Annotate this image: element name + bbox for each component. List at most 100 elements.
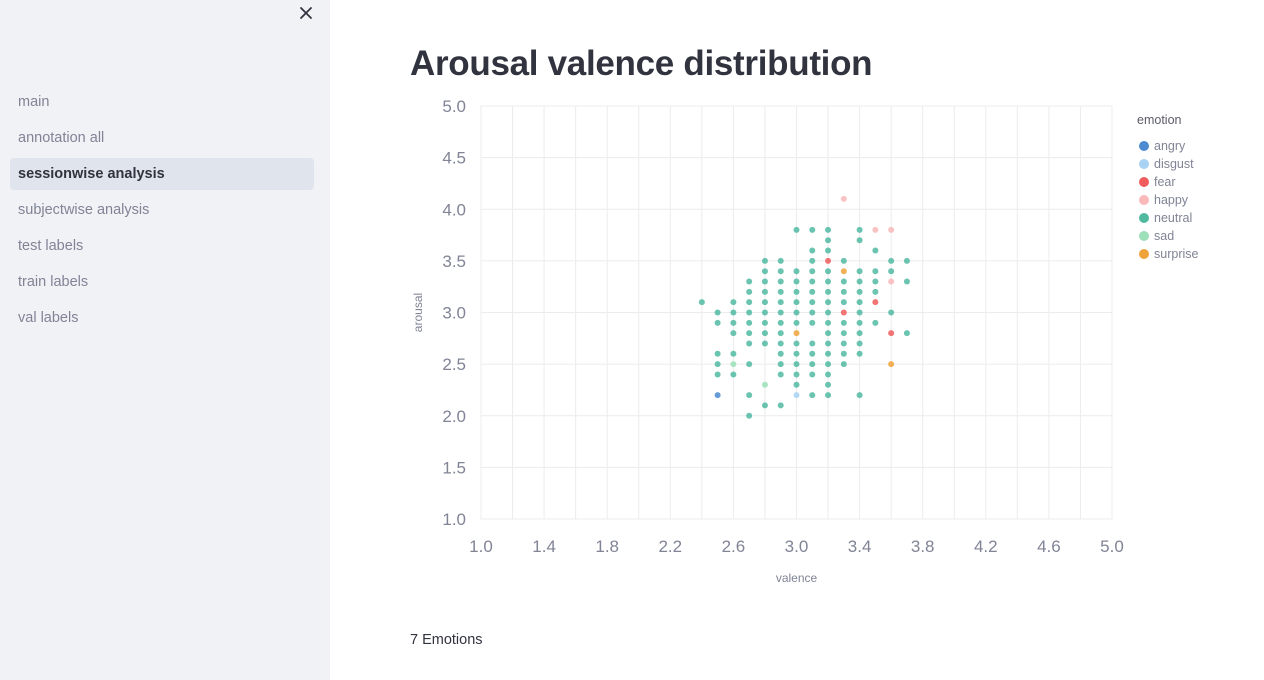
- sidebar-item-sessionwise-analysis[interactable]: sessionwise analysis: [10, 158, 314, 190]
- data-point-neutral[interactable]: [746, 309, 753, 316]
- data-point-neutral[interactable]: [809, 319, 816, 326]
- data-point-neutral[interactable]: [809, 340, 816, 347]
- data-point-neutral[interactable]: [840, 319, 847, 326]
- data-point-neutral[interactable]: [825, 340, 832, 347]
- data-point-neutral[interactable]: [872, 319, 879, 326]
- data-point-neutral[interactable]: [793, 361, 800, 368]
- data-point-sad[interactable]: [761, 381, 768, 388]
- data-point-neutral[interactable]: [777, 299, 784, 306]
- data-point-neutral[interactable]: [777, 340, 784, 347]
- data-point-neutral[interactable]: [777, 402, 784, 409]
- data-point-neutral[interactable]: [825, 226, 832, 233]
- data-point-neutral[interactable]: [856, 288, 863, 295]
- data-point-neutral[interactable]: [825, 237, 832, 244]
- sidebar-item-val-labels[interactable]: val labels: [18, 310, 79, 326]
- data-point-neutral[interactable]: [746, 330, 753, 337]
- data-point-neutral[interactable]: [777, 309, 784, 316]
- data-point-neutral[interactable]: [903, 257, 910, 264]
- data-point-neutral[interactable]: [809, 268, 816, 275]
- data-point-neutral[interactable]: [777, 330, 784, 337]
- data-point-neutral[interactable]: [793, 371, 800, 378]
- data-point-neutral[interactable]: [761, 309, 768, 316]
- data-point-neutral[interactable]: [793, 299, 800, 306]
- data-point-neutral[interactable]: [809, 392, 816, 399]
- data-point-neutral[interactable]: [746, 288, 753, 295]
- data-point-neutral[interactable]: [793, 288, 800, 295]
- data-point-neutral[interactable]: [840, 361, 847, 368]
- data-point-neutral[interactable]: [793, 278, 800, 285]
- data-point-neutral[interactable]: [903, 278, 910, 285]
- data-point-neutral[interactable]: [856, 392, 863, 399]
- data-point-happy[interactable]: [872, 226, 879, 233]
- data-point-neutral[interactable]: [840, 278, 847, 285]
- data-point-neutral[interactable]: [714, 371, 721, 378]
- data-point-neutral[interactable]: [777, 371, 784, 378]
- data-point-neutral[interactable]: [809, 288, 816, 295]
- legend-label-disgust[interactable]: disgust: [1154, 157, 1194, 171]
- data-point-neutral[interactable]: [856, 278, 863, 285]
- data-point-neutral[interactable]: [730, 309, 737, 316]
- data-point-neutral[interactable]: [714, 361, 721, 368]
- data-point-surprise[interactable]: [793, 330, 800, 337]
- data-point-neutral[interactable]: [761, 299, 768, 306]
- data-point-surprise[interactable]: [840, 268, 847, 275]
- data-point-neutral[interactable]: [856, 268, 863, 275]
- data-point-neutral[interactable]: [825, 309, 832, 316]
- data-point-neutral[interactable]: [856, 319, 863, 326]
- data-point-neutral[interactable]: [888, 257, 895, 264]
- data-point-neutral[interactable]: [730, 330, 737, 337]
- legend-marker-happy[interactable]: [1139, 195, 1149, 205]
- data-point-neutral[interactable]: [903, 330, 910, 337]
- data-point-neutral[interactable]: [856, 299, 863, 306]
- data-point-sad[interactable]: [730, 361, 737, 368]
- sidebar-item-test-labels[interactable]: test labels: [18, 238, 84, 254]
- data-point-happy[interactable]: [888, 226, 895, 233]
- data-point-disgust[interactable]: [793, 392, 800, 399]
- sidebar-item-subjectwise-analysis[interactable]: subjectwise analysis: [18, 202, 150, 218]
- data-point-neutral[interactable]: [872, 247, 879, 254]
- data-point-neutral[interactable]: [730, 319, 737, 326]
- data-point-neutral[interactable]: [777, 278, 784, 285]
- data-point-neutral[interactable]: [825, 247, 832, 254]
- data-point-neutral[interactable]: [698, 299, 705, 306]
- data-point-fear[interactable]: [888, 330, 895, 337]
- data-point-neutral[interactable]: [809, 257, 816, 264]
- data-point-neutral[interactable]: [761, 402, 768, 409]
- data-point-neutral[interactable]: [825, 299, 832, 306]
- legend-label-sad[interactable]: sad: [1154, 229, 1174, 243]
- data-point-neutral[interactable]: [825, 268, 832, 275]
- data-point-neutral[interactable]: [761, 340, 768, 347]
- data-point-neutral[interactable]: [793, 309, 800, 316]
- data-point-neutral[interactable]: [746, 340, 753, 347]
- data-point-neutral[interactable]: [714, 350, 721, 357]
- data-point-neutral[interactable]: [761, 278, 768, 285]
- data-point-neutral[interactable]: [793, 381, 800, 388]
- data-point-neutral[interactable]: [856, 226, 863, 233]
- data-point-neutral[interactable]: [856, 340, 863, 347]
- data-point-neutral[interactable]: [761, 319, 768, 326]
- data-point-neutral[interactable]: [777, 288, 784, 295]
- legend-label-happy[interactable]: happy: [1154, 193, 1189, 207]
- data-point-neutral[interactable]: [746, 392, 753, 399]
- data-point-angry[interactable]: [714, 392, 721, 399]
- data-point-neutral[interactable]: [793, 226, 800, 233]
- legend-marker-disgust[interactable]: [1139, 159, 1149, 169]
- data-point-neutral[interactable]: [809, 309, 816, 316]
- data-point-fear[interactable]: [825, 257, 832, 264]
- data-point-neutral[interactable]: [777, 350, 784, 357]
- data-point-fear[interactable]: [872, 299, 879, 306]
- legend-label-fear[interactable]: fear: [1154, 175, 1176, 189]
- legend-marker-surprise[interactable]: [1139, 249, 1149, 259]
- data-point-neutral[interactable]: [872, 288, 879, 295]
- data-point-neutral[interactable]: [809, 247, 816, 254]
- data-point-neutral[interactable]: [856, 237, 863, 244]
- data-point-neutral[interactable]: [888, 268, 895, 275]
- data-point-fear[interactable]: [840, 309, 847, 316]
- data-point-surprise[interactable]: [888, 361, 895, 368]
- data-point-happy[interactable]: [840, 195, 847, 202]
- data-point-neutral[interactable]: [777, 319, 784, 326]
- data-point-neutral[interactable]: [714, 319, 721, 326]
- data-point-neutral[interactable]: [825, 350, 832, 357]
- data-point-neutral[interactable]: [714, 309, 721, 316]
- data-point-neutral[interactable]: [825, 288, 832, 295]
